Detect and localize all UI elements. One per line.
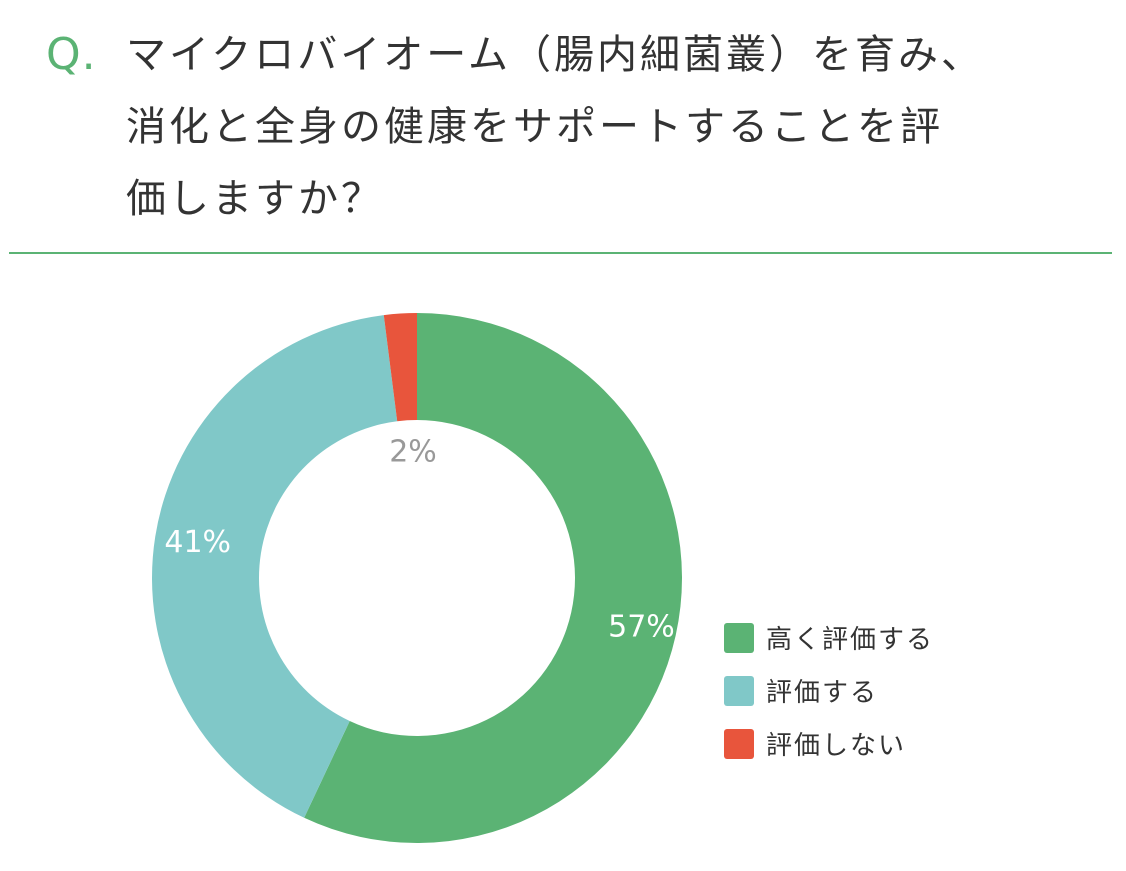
donut-slice bbox=[151, 315, 398, 818]
legend-swatch bbox=[724, 728, 754, 759]
legend-swatch bbox=[724, 675, 754, 706]
question: Q. マイクロバイオーム（腸内細菌叢）を育み、 消化と全身の健康をサポートするこ… bbox=[46, 22, 1106, 235]
legend-item: 高く評価する bbox=[724, 620, 934, 655]
slice-label: 57% bbox=[608, 610, 675, 645]
slice-label: 2% bbox=[389, 435, 437, 470]
legend-label: 高く評価する bbox=[766, 625, 935, 655]
divider bbox=[9, 252, 1112, 254]
legend: 高く評価する 評価する 評価しない bbox=[724, 620, 934, 779]
question-prefix: Q. bbox=[46, 29, 97, 80]
legend-label: 評価しない bbox=[766, 731, 907, 761]
slice-label: 41% bbox=[164, 525, 231, 560]
legend-item: 評価しない bbox=[724, 726, 934, 761]
donut-slice bbox=[383, 313, 417, 422]
question-line: マイクロバイオーム（腸内細菌叢）を育み、 bbox=[126, 32, 984, 78]
donut-slice bbox=[304, 313, 682, 843]
question-line: 消化と全身の健康をサポートすることを評 bbox=[126, 104, 943, 150]
legend-swatch bbox=[724, 622, 754, 653]
question-line: 価しますか？ bbox=[126, 176, 384, 222]
legend-item: 評価する bbox=[724, 673, 934, 708]
legend-label: 評価する bbox=[766, 678, 879, 708]
question-text: マイクロバイオーム（腸内細菌叢）を育み、 消化と全身の健康をサポートすることを評… bbox=[126, 19, 984, 235]
